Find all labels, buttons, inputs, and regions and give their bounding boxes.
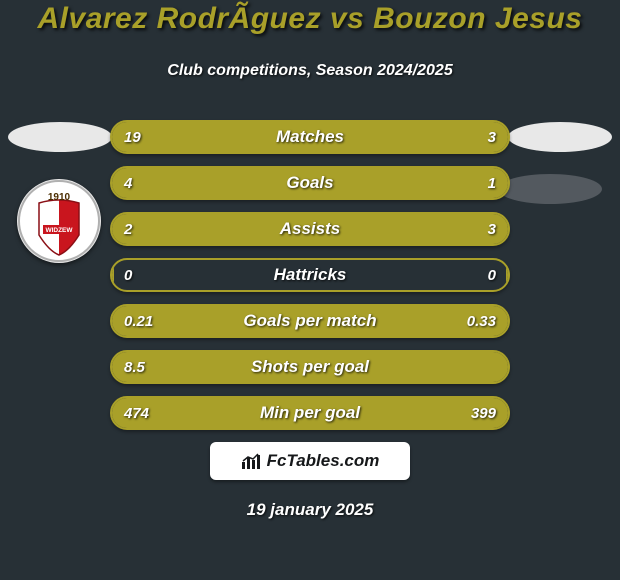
stat-value-left: 19 bbox=[112, 122, 153, 152]
stat-row-matches: Matches19 3 bbox=[110, 120, 510, 154]
club-crest-icon: 1910 WIDZEW bbox=[17, 179, 101, 263]
stat-value-right bbox=[484, 352, 508, 382]
stat-row-hattricks: Hattricks0 0 bbox=[110, 258, 510, 292]
stat-value-right: 399 bbox=[459, 398, 508, 428]
stat-value-right: 1 bbox=[476, 168, 508, 198]
stat-label: Goals bbox=[112, 168, 508, 198]
fctables-chart-icon bbox=[241, 452, 261, 470]
stat-value-left: 2 bbox=[112, 214, 144, 244]
stat-value-right: 0.33 bbox=[455, 306, 508, 336]
stat-value-left: 0 bbox=[112, 260, 144, 290]
stat-row-goals: Goals4 1 bbox=[110, 166, 510, 200]
subtitle: Club competitions, Season 2024/2025 bbox=[0, 62, 620, 80]
logo-text: WIDZEW bbox=[45, 227, 73, 234]
stat-value-left: 474 bbox=[112, 398, 161, 428]
logo-year: 1910 bbox=[48, 192, 71, 203]
player-right-placeholder-2 bbox=[498, 174, 602, 204]
stat-value-left: 4 bbox=[112, 168, 144, 198]
stat-value-right: 3 bbox=[476, 214, 508, 244]
stat-row-min-per-goal: Min per goal474 399 bbox=[110, 396, 510, 430]
stat-value-right: 3 bbox=[476, 122, 508, 152]
stat-label: Min per goal bbox=[112, 398, 508, 428]
stat-value-left: 8.5 bbox=[112, 352, 157, 382]
branding-text: FcTables.com bbox=[267, 451, 380, 471]
club-logo-widzew: 1910 WIDZEW bbox=[17, 179, 101, 263]
stat-label: Matches bbox=[112, 122, 508, 152]
stat-label: Hattricks bbox=[112, 260, 508, 290]
branding-badge[interactable]: FcTables.com bbox=[210, 442, 410, 480]
stat-row-assists: Assists2 3 bbox=[110, 212, 510, 246]
stats-bars: Matches19 3 Goals4 1 Assists2 3 Hattricks0 0 Goa… bbox=[110, 120, 510, 442]
stat-label: Shots per goal bbox=[112, 352, 508, 382]
player-left-placeholder bbox=[8, 122, 112, 152]
comparison-card: Alvarez RodrÃ­guez vs Bouzon Jesus Club … bbox=[0, 0, 620, 580]
date-label: 19 january 2025 bbox=[0, 500, 620, 520]
page-title: Alvarez RodrÃ­guez vs Bouzon Jesus bbox=[0, 2, 620, 36]
stat-value-right: 0 bbox=[476, 260, 508, 290]
stat-row-shots-per-goal: Shots per goal8.5 bbox=[110, 350, 510, 384]
stat-value-left: 0.21 bbox=[112, 306, 165, 336]
stat-label: Assists bbox=[112, 214, 508, 244]
stat-label: Goals per match bbox=[112, 306, 508, 336]
player-right-placeholder-1 bbox=[508, 122, 612, 152]
stat-row-goals-per-match: Goals per match0.21 0.33 bbox=[110, 304, 510, 338]
